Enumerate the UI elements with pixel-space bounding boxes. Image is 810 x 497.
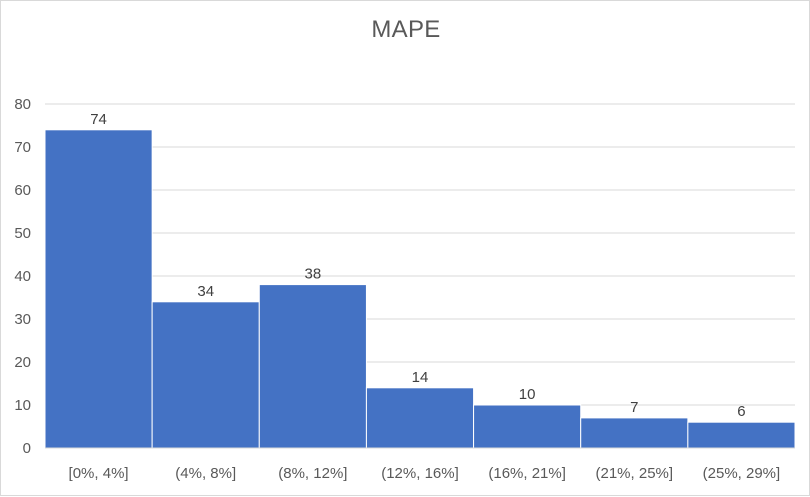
y-tick-label: 20 — [14, 354, 31, 371]
y-tick-label: 0 — [23, 440, 31, 457]
data-label: 10 — [519, 386, 536, 403]
y-tick-label: 10 — [14, 397, 31, 414]
x-tick-label: (25%, 29%] — [703, 465, 781, 482]
bar — [44, 129, 153, 449]
x-tick-label: (16%, 21%] — [488, 465, 566, 482]
x-tick-label: (8%, 12%] — [278, 465, 347, 482]
x-tick-label: (4%, 8%] — [175, 465, 236, 482]
y-axis-ticks: 0 10 20 30 40 50 60 70 80 — [14, 96, 31, 457]
data-label: 34 — [197, 283, 214, 300]
bar — [580, 417, 689, 449]
bars — [44, 129, 796, 449]
y-tick-label: 70 — [14, 139, 31, 156]
x-tick-label: (21%, 25%] — [596, 465, 674, 482]
bar — [151, 301, 260, 449]
bar — [687, 421, 796, 449]
y-tick-label: 50 — [14, 225, 31, 242]
y-tick-label: 40 — [14, 268, 31, 285]
bar — [473, 404, 582, 449]
x-axis-ticks: [0%, 4%] (4%, 8%] (8%, 12%] (12%, 16%] (16%,… — [69, 465, 781, 482]
data-label: 7 — [630, 399, 638, 416]
data-label: 14 — [412, 369, 429, 386]
y-tick-label: 80 — [14, 96, 31, 113]
data-label: 38 — [305, 266, 322, 283]
x-tick-label: [0%, 4%] — [69, 465, 129, 482]
chart-title: MAPE — [371, 16, 441, 43]
data-labels: 74 34 38 14 10 7 6 — [90, 111, 745, 420]
y-tick-label: 60 — [14, 182, 31, 199]
bar — [365, 387, 475, 449]
data-label: 6 — [737, 403, 745, 420]
data-label: 74 — [90, 111, 107, 128]
y-tick-label: 30 — [14, 311, 31, 328]
bar — [258, 284, 367, 449]
x-tick-label: (12%, 16%] — [381, 465, 459, 482]
